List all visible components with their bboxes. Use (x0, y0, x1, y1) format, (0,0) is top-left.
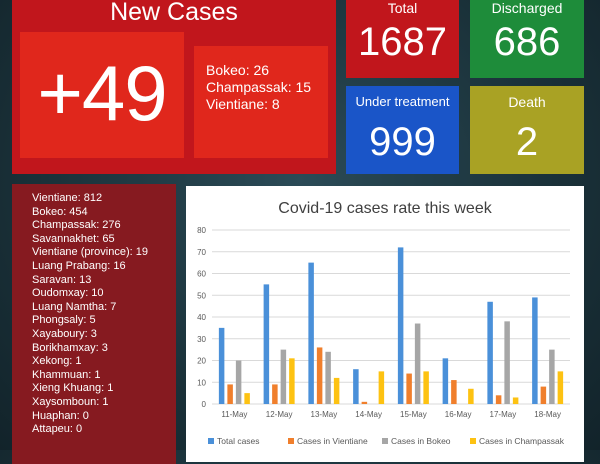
x-tick-label: 17-May (490, 410, 517, 419)
province-total-row: Champassak: 276 (32, 219, 121, 232)
province-total-row: Xayaboury: 3 (32, 327, 97, 340)
chart-panel: Covid-19 cases rate this week 0 10 20 30 40 5… (186, 186, 584, 462)
bar-cases-in-vientiane (495, 395, 502, 404)
y-tick-label: 30 (197, 335, 206, 344)
bar-cases-in-vientiane (451, 380, 457, 404)
province-total-row: Attapeu: 0 (32, 423, 83, 436)
bar-total-cases (487, 301, 493, 404)
under-treatment-label: Under treatment (355, 94, 450, 109)
province-total-row: Vientiane (province): 19 (32, 246, 148, 259)
new-cases-count: +49 (37, 49, 167, 137)
bar-cases-in-vientiane (406, 373, 412, 404)
x-tick-label: 15-May (400, 410, 427, 419)
bar-total-cases (532, 297, 538, 404)
total-tile: Total 1687 (346, 0, 459, 78)
province-total-row: Saravan: 13 (32, 273, 92, 286)
x-tick-label: 12-May (266, 410, 293, 419)
bar-cases-in-bokeo (414, 323, 421, 404)
y-tick-label: 40 (197, 313, 206, 322)
legend-swatch (470, 438, 476, 444)
province-total-row: Vientiane: 812 (32, 192, 103, 204)
x-tick-label: 11-May (221, 410, 247, 419)
y-tick-label: 10 (197, 378, 206, 387)
province-total-row: Bokeo: 454 (32, 205, 88, 218)
province-total-row: Huaphan: 0 (32, 409, 89, 422)
death-value: 2 (515, 120, 539, 164)
bar-cases-in-champassak (289, 358, 295, 404)
chart-title: Covid-19 cases rate this week (278, 200, 492, 217)
y-tick-label: 20 (197, 357, 206, 366)
legend-swatch (288, 438, 294, 444)
bar-cases-in-vientiane (227, 384, 233, 404)
bar-total-cases (308, 262, 314, 404)
bar-total-cases (353, 369, 359, 404)
bar-cases-in-champassak (468, 388, 474, 404)
bar-total-cases (263, 284, 270, 404)
bar-cases-in-bokeo (280, 349, 287, 404)
new-cases-province-item: Bokeo: 26 (206, 62, 270, 78)
bar-total-cases (397, 247, 404, 404)
province-total-row: Oudomxay: 10 (32, 287, 104, 300)
province-total-row: Xekong: 1 (32, 355, 82, 368)
discharged-value: 686 (493, 20, 561, 64)
bar-cases-in-champassak (423, 371, 429, 404)
y-tick-label: 80 (197, 226, 206, 235)
bar-cases-in-bokeo (549, 349, 555, 404)
province-totals-panel: Vientiane: 812 Bokeo: 454 Champassak: 27… (12, 184, 176, 464)
new-cases-province-item: Champassak: 15 (206, 79, 312, 95)
province-total-row: Xieng Khuang: 1 (32, 382, 114, 395)
bar-cases-in-vientiane (316, 347, 323, 404)
province-total-row: Savannakhet: 65 (32, 232, 115, 245)
bar-cases-in-vientiane (272, 384, 278, 404)
x-tick-label: 16-May (445, 410, 472, 419)
discharged-tile: Discharged 686 (470, 0, 584, 78)
total-label: Total (387, 0, 418, 16)
bar-cases-in-champassak (244, 393, 250, 404)
total-value: 1687 (358, 20, 447, 64)
province-total-row: Phongsaly: 5 (32, 314, 96, 327)
bar-cases-in-champassak (378, 371, 385, 404)
y-tick-label: 70 (197, 248, 206, 257)
new-cases-title: New Cases (110, 0, 238, 26)
y-tick-label: 0 (202, 400, 207, 409)
discharged-label: Discharged (491, 0, 563, 16)
bar-total-cases (218, 327, 225, 404)
bar-cases-in-champassak (557, 371, 564, 404)
legend-swatch (382, 438, 388, 444)
bar-cases-in-bokeo (504, 321, 510, 404)
province-total-row: Luang Namtha: 7 (32, 300, 117, 313)
bar-chart: Covid-19 cases rate this week 0 10 20 30 40 5… (197, 200, 570, 446)
new-cases-count-box: +49 (20, 32, 184, 158)
legend-label: Cases in Vientiane (297, 436, 368, 446)
new-cases-tile: New Cases +49 Bokeo: 26 Champassak: 15 V… (12, 0, 336, 174)
new-cases-province-item: Vientiane: 8 (206, 96, 280, 112)
legend-swatch (208, 438, 214, 444)
legend-label: Cases in Bokeo (391, 436, 451, 446)
under-treatment-tile: Under treatment 999 (346, 86, 459, 174)
bar-total-cases (442, 358, 449, 404)
x-tick-label: 13-May (311, 410, 338, 419)
province-total-row: Borikhamxay: 3 (32, 341, 108, 354)
x-tick-label: 14-May (355, 410, 382, 419)
legend-label: Total cases (217, 436, 260, 446)
legend-label: Cases in Champassak (479, 436, 565, 446)
bar-cases-in-bokeo (235, 360, 242, 404)
under-treatment-value: 999 (369, 120, 436, 164)
province-total-row: Xaysomboun: 1 (32, 395, 109, 408)
bar-cases-in-vientiane (361, 401, 368, 404)
bar-cases-in-champassak (512, 397, 519, 404)
bar-cases-in-vientiane (540, 386, 547, 404)
death-label: Death (508, 94, 546, 110)
province-total-row: Luang Prabang: 16 (32, 259, 126, 272)
bar-cases-in-champassak (333, 377, 340, 404)
y-tick-label: 50 (197, 291, 206, 300)
bar-cases-in-bokeo (325, 351, 331, 404)
x-tick-label: 18-May (534, 410, 561, 419)
province-total-row: Khammuan: 1 (32, 368, 101, 381)
death-tile: Death 2 (470, 86, 584, 174)
y-tick-label: 60 (197, 270, 206, 279)
new-cases-province-box: Bokeo: 26 Champassak: 15 Vientiane: 8 (194, 46, 328, 158)
